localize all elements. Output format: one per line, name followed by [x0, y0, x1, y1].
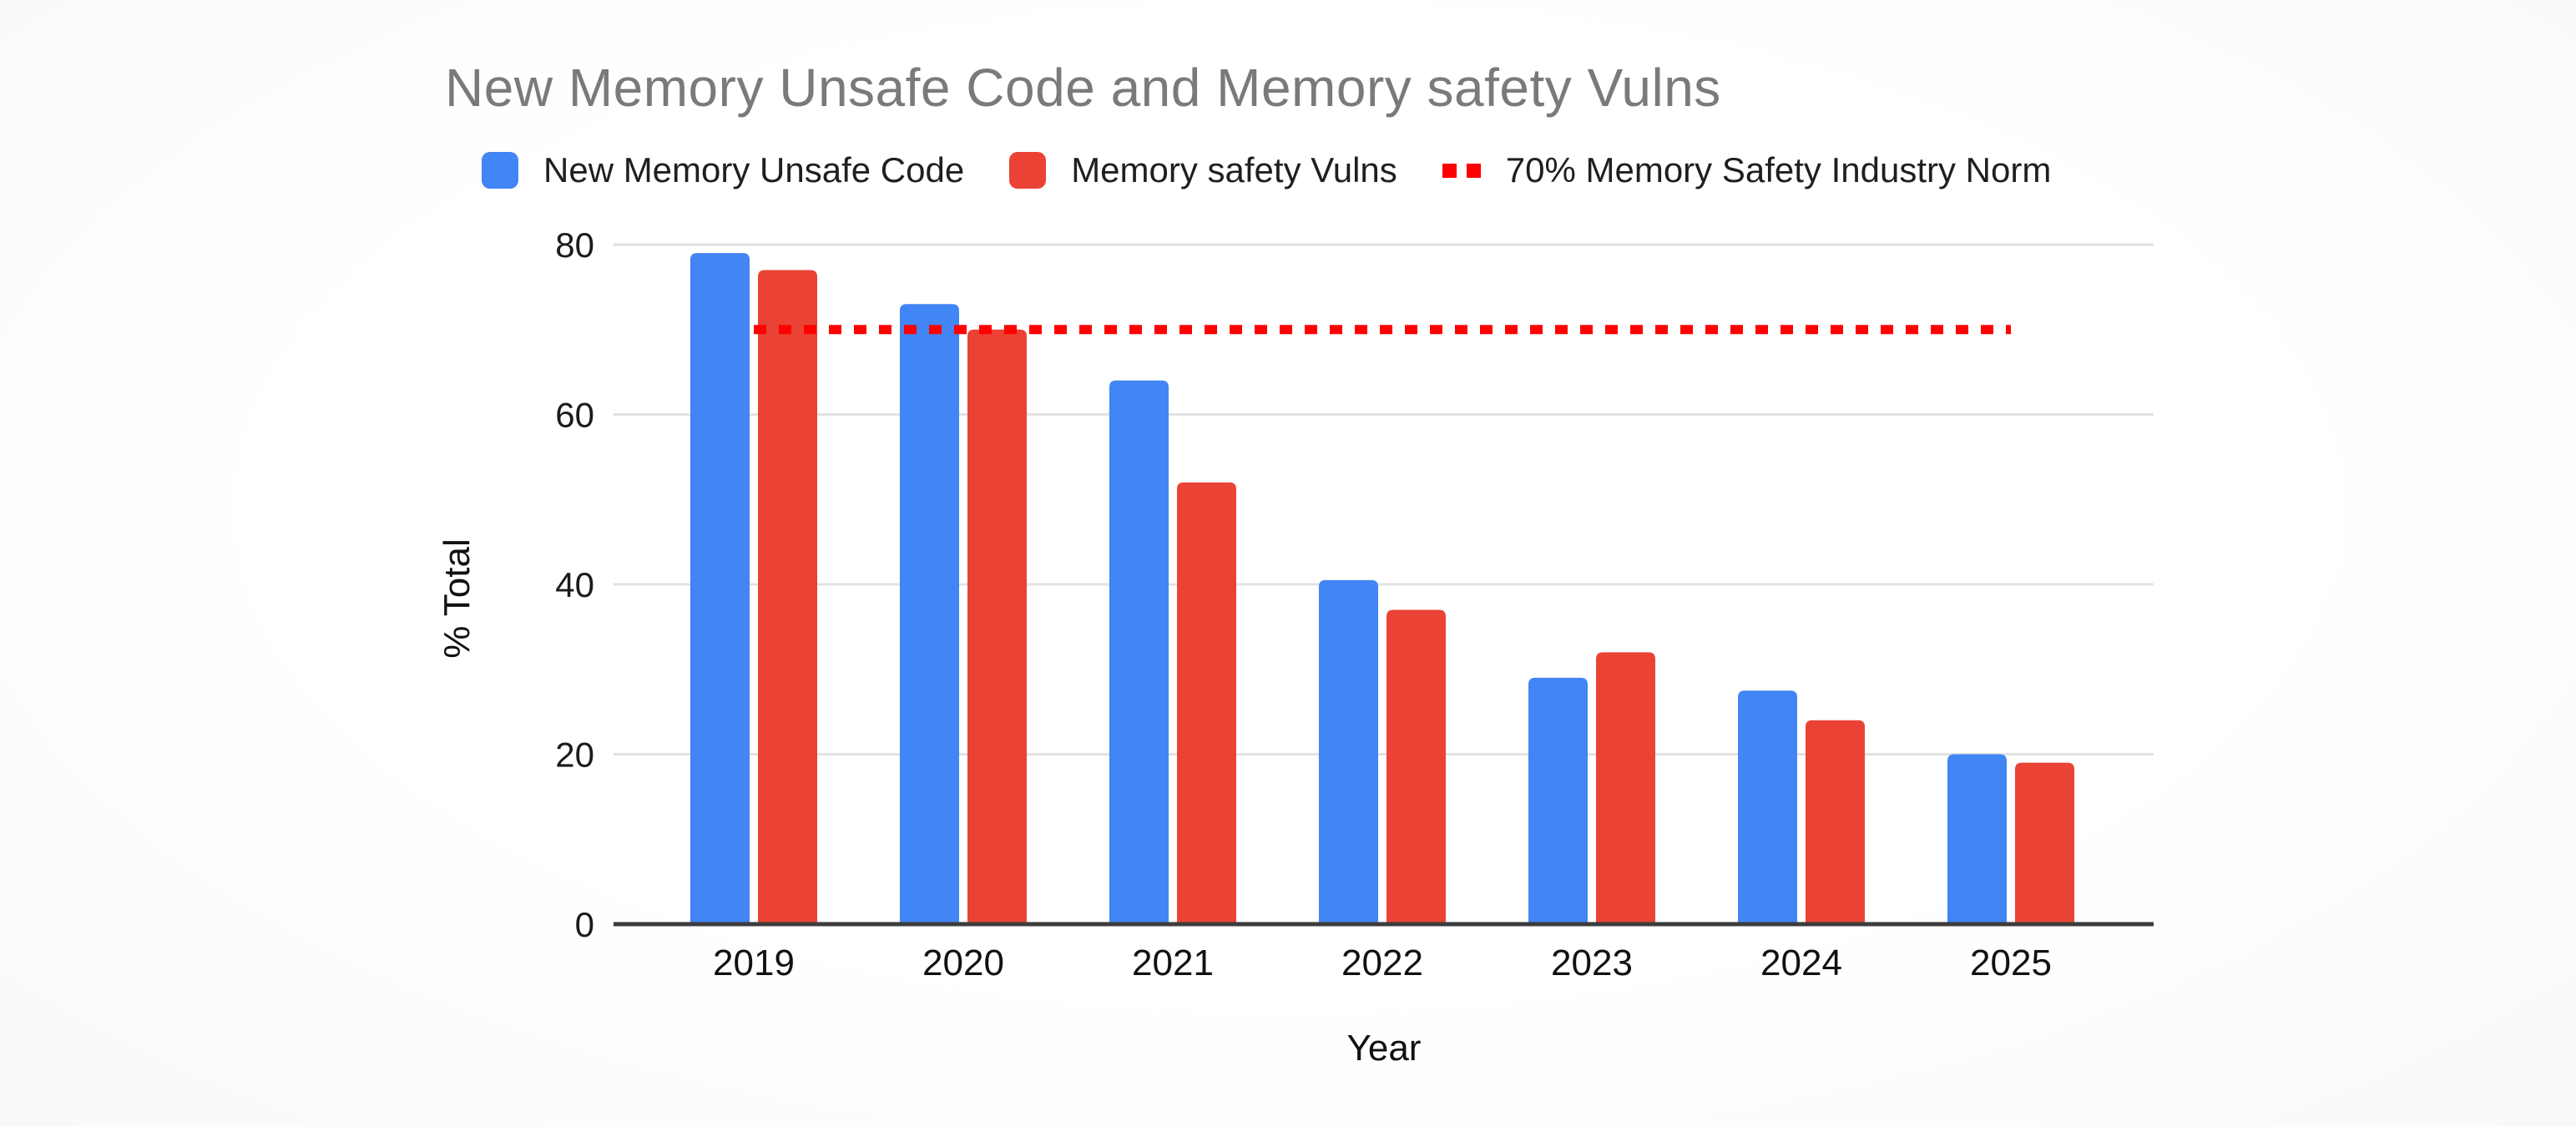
y-tick-label-60: 60 — [555, 396, 594, 435]
y-tick-label-40: 40 — [555, 565, 594, 604]
legend: New Memory Unsafe Code Memory safety Vul… — [482, 152, 2051, 189]
legend-dotted-line-icon — [1442, 163, 1481, 178]
bar-new-memory-unsafe-code-2022 — [1319, 579, 1378, 924]
bar-new-memory-unsafe-code-2019 — [690, 253, 750, 924]
x-category-label-2023: 2023 — [1551, 943, 1633, 983]
x-category-label-2020: 2020 — [922, 943, 1004, 983]
bar-new-memory-unsafe-code-2024 — [1738, 690, 1797, 924]
y-tick-label-80: 80 — [555, 225, 594, 265]
bar-memory-safety-vulns-2021 — [1177, 482, 1236, 924]
legend-label: New Memory Unsafe Code — [543, 150, 965, 190]
legend-swatch-red-icon — [1009, 152, 1047, 189]
bar-memory-safety-vulns-2023 — [1596, 652, 1655, 924]
legend-item-unsafe-code: New Memory Unsafe Code — [482, 152, 964, 189]
legend-item-industry-norm: 70% Memory Safety Industry Norm — [1442, 150, 2052, 190]
chart-title: New Memory Unsafe Code and Memory safety… — [445, 58, 1721, 118]
legend-label: Memory safety Vulns — [1071, 150, 1397, 190]
bar-memory-safety-vulns-2025 — [2015, 762, 2074, 924]
x-category-label-2019: 2019 — [713, 943, 795, 983]
bar-memory-safety-vulns-2024 — [1806, 720, 1865, 924]
bar-new-memory-unsafe-code-2025 — [1947, 754, 2007, 924]
bar-memory-safety-vulns-2020 — [967, 329, 1027, 924]
x-category-label-2021: 2021 — [1132, 943, 1214, 983]
legend-item-vulns: Memory safety Vulns — [1009, 152, 1397, 189]
x-axis-title: Year — [1346, 1028, 1422, 1069]
bar-new-memory-unsafe-code-2021 — [1109, 380, 1169, 924]
legend-label: 70% Memory Safety Industry Norm — [1505, 150, 2052, 190]
bar-memory-safety-vulns-2022 — [1386, 609, 1446, 924]
y-tick-label-20: 20 — [555, 735, 594, 775]
bar-memory-safety-vulns-2019 — [758, 270, 817, 924]
y-tick-label-0: 0 — [575, 905, 594, 944]
legend-swatch-blue-icon — [482, 152, 518, 189]
x-category-label-2022: 2022 — [1341, 943, 1423, 983]
bar-new-memory-unsafe-code-2020 — [900, 304, 959, 925]
bar-new-memory-unsafe-code-2023 — [1528, 677, 1588, 924]
x-category-label-2024: 2024 — [1760, 943, 1842, 983]
x-category-label-2025: 2025 — [1970, 943, 2052, 983]
